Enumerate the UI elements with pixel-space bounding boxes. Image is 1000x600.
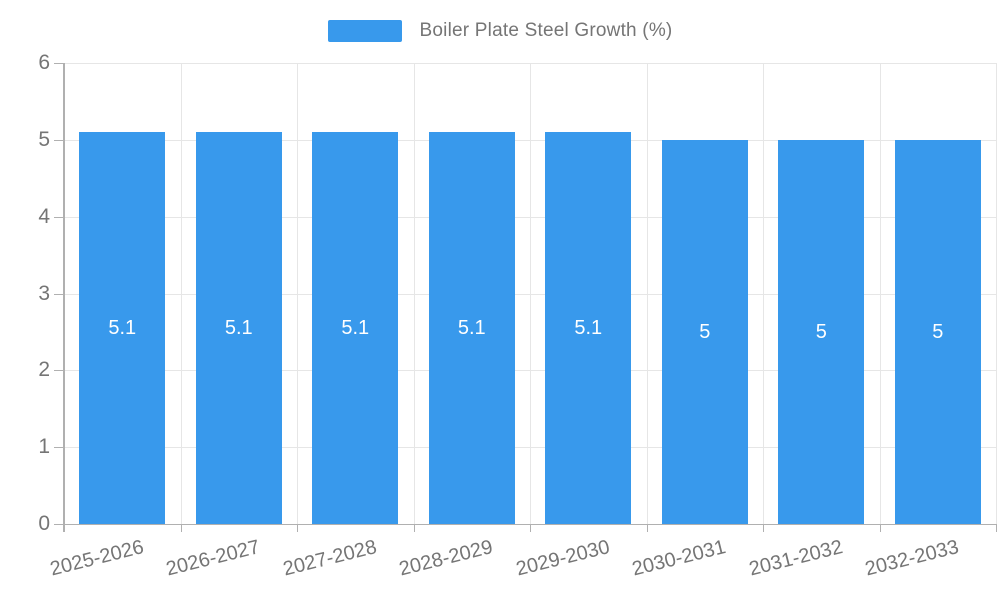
x-tick-label: 2028-2029 — [396, 536, 496, 581]
bar[interactable]: 5.1 — [79, 132, 166, 524]
x-tick-label: 2027-2028 — [280, 536, 379, 581]
bar[interactable]: 5 — [778, 139, 865, 524]
bar-value-label: 5 — [815, 320, 827, 343]
x-tick-mark — [879, 524, 881, 532]
x-tick-label: 2025-2026 — [47, 536, 146, 581]
v-gridline — [180, 63, 182, 524]
y-tick-mark — [54, 293, 64, 295]
bar-value-label: 5.1 — [341, 317, 370, 340]
v-gridline — [297, 63, 298, 524]
bar-value-label: 5 — [932, 320, 944, 343]
x-tick-label: 2029-2030 — [513, 536, 612, 581]
y-tick-label: 0 — [38, 512, 50, 535]
x-tick-label: 2026-2027 — [163, 536, 263, 581]
v-gridline — [646, 63, 648, 524]
x-tick-mark — [646, 524, 648, 532]
y-tick-label: 6 — [38, 51, 50, 74]
x-tick-label: 2030-2031 — [629, 536, 729, 581]
y-tick-mark — [54, 524, 64, 525]
chart-legend[interactable]: Boiler Plate Steel Growth (%) — [0, 20, 1000, 42]
v-gridline — [530, 63, 531, 524]
x-tick-mark — [996, 524, 997, 532]
x-tick-mark — [297, 524, 298, 532]
v-gridline — [413, 63, 415, 524]
x-tick-mark — [763, 524, 764, 532]
bar-value-label: 5 — [699, 320, 711, 343]
v-gridline — [879, 63, 881, 524]
y-tick-mark — [54, 63, 64, 64]
y-tick-mark — [54, 370, 64, 372]
y-tick-mark — [54, 139, 64, 141]
v-gridline — [996, 63, 997, 524]
bar[interactable]: 5.1 — [545, 132, 632, 524]
bar[interactable]: 5.1 — [312, 132, 399, 524]
x-tick-mark — [413, 524, 415, 532]
bar-value-label: 5.1 — [108, 317, 137, 340]
legend-label: Boiler Plate Steel Growth (%) — [419, 20, 673, 41]
x-tick-label: 2032-2033 — [862, 536, 962, 581]
y-tick-label: 2 — [38, 358, 50, 382]
legend-swatch — [327, 20, 402, 42]
plot-area: 5.1 5.1 5.1 5.1 5.1 5 5 5 — [54, 63, 997, 532]
bar-value-label: 5.1 — [574, 317, 603, 340]
y-tick-mark — [54, 216, 64, 218]
bar-value-label: 5.1 — [457, 317, 486, 340]
bar-value-label: 5.1 — [224, 317, 253, 340]
y-axis-line — [63, 63, 65, 532]
y-tick-label: 3 — [38, 281, 50, 305]
bar[interactable]: 5 — [894, 139, 981, 524]
y-tick-label: 1 — [38, 435, 50, 459]
v-gridline — [763, 63, 764, 524]
bar[interactable]: 5 — [661, 139, 748, 524]
y-tick-mark — [54, 447, 64, 449]
y-tick-label: 5 — [38, 127, 50, 151]
x-tick-label: 2031-2032 — [746, 536, 845, 581]
y-tick-label: 4 — [38, 204, 50, 228]
bar[interactable]: 5.1 — [195, 132, 282, 524]
x-tick-mark — [180, 524, 182, 532]
bar[interactable]: 5.1 — [428, 132, 515, 524]
x-tick-mark — [530, 524, 531, 532]
